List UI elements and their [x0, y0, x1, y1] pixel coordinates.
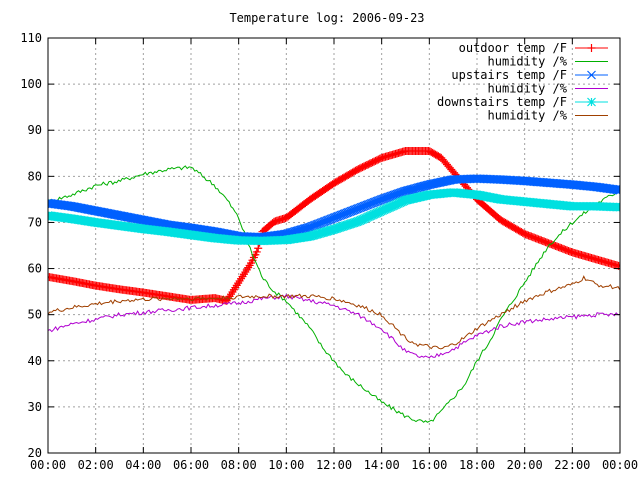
legend-label: humidity /%	[488, 82, 568, 96]
y-tick-label: 30	[28, 400, 42, 414]
axis-ticks: 20 30 40 50 60 70 80 90 100 110 00:00 02:00 04:00 06:…	[20, 31, 638, 472]
legend-marker	[587, 70, 596, 80]
series-4	[48, 293, 620, 359]
y-tick-label: 50	[28, 308, 42, 322]
legend-item-4: humidity /%	[488, 82, 608, 96]
y-tick-label: 90	[28, 123, 42, 137]
x-tick-label: 02:00	[78, 458, 114, 472]
legend-item-1: outdoor temp /F	[459, 41, 608, 55]
x-tick-label: 00:00	[602, 458, 638, 472]
x-tick-label: 12:00	[316, 458, 352, 472]
y-tick-label: 100	[20, 77, 42, 91]
chart-title: Temperature log: 2006-09-23	[229, 11, 424, 25]
series-markers	[48, 188, 620, 246]
x-tick-label: 00:00	[30, 458, 66, 472]
y-tick-label: 80	[28, 169, 42, 183]
legend-marker	[587, 97, 596, 107]
x-tick-label: 04:00	[125, 458, 161, 472]
series-5	[48, 188, 620, 246]
series-line	[48, 293, 620, 359]
legend-item-6: humidity /%	[488, 109, 608, 123]
series-2	[48, 165, 620, 423]
series-1	[48, 146, 620, 305]
x-tick-label: 16:00	[411, 458, 447, 472]
y-tick-label: 110	[20, 31, 42, 45]
x-tick-label: 22:00	[554, 458, 590, 472]
x-tick-label: 08:00	[221, 458, 257, 472]
y-tick-label: 20	[28, 446, 42, 460]
legend-label: outdoor temp /F	[459, 41, 567, 55]
legend-label: humidity /%	[488, 55, 568, 69]
x-tick-label: 20:00	[507, 458, 543, 472]
legend-label: humidity /%	[488, 109, 568, 123]
x-tick-label: 10:00	[268, 458, 304, 472]
series-markers	[48, 174, 620, 242]
legend-label: upstairs temp /F	[451, 68, 567, 82]
y-tick-label: 40	[28, 354, 42, 368]
y-tick-label: 60	[28, 262, 42, 276]
legend-marker	[587, 44, 596, 52]
series-line	[48, 275, 620, 350]
legend-label: downstairs temp /F	[437, 95, 567, 109]
y-tick-label: 70	[28, 215, 42, 229]
x-tick-label: 14:00	[364, 458, 400, 472]
series-markers	[48, 146, 620, 305]
x-tick-label: 18:00	[459, 458, 495, 472]
legend-item-5: downstairs temp /F	[437, 95, 608, 109]
x-tick-label: 06:00	[173, 458, 209, 472]
series-6	[48, 275, 620, 350]
series-3	[48, 174, 620, 242]
legend-item-3: upstairs temp /F	[451, 68, 608, 82]
series-line	[48, 165, 620, 423]
legend-item-2: humidity /%	[488, 55, 608, 69]
series-layer	[48, 146, 620, 423]
